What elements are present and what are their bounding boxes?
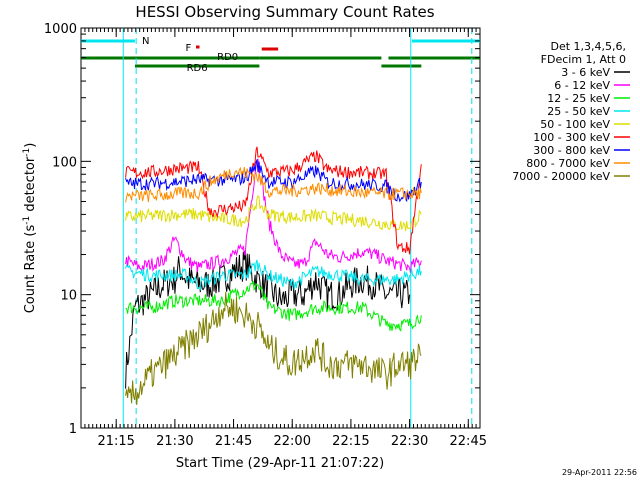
series-line: [125, 259, 422, 292]
plot-timestamp: 29-Apr-2011 22:56: [562, 468, 637, 477]
series-lines: [125, 146, 422, 405]
x-tick-label: 21:45: [215, 434, 252, 449]
y-tick-label: 1: [69, 422, 77, 437]
legend-header: Det 1,3,4,5,6,: [550, 40, 626, 53]
x-tick-label: 22:15: [332, 434, 369, 449]
legend-entry-label: 6 - 12 keV: [554, 79, 610, 92]
y-tick-label: 1000: [44, 22, 77, 37]
series-line: [125, 194, 422, 232]
y-axis-label: Count Rate (s-1 detector-1): [22, 143, 38, 314]
y-axis-label-end: ): [23, 143, 38, 148]
y-axis-label-sup1: -1: [22, 216, 32, 225]
x-tick-label: 22:30: [391, 434, 428, 449]
x-tick-label: 22:00: [274, 434, 311, 449]
legend-entry-label: 300 - 800 keV: [533, 144, 610, 157]
flag-label-rd0: RD0: [217, 52, 238, 63]
legend-entry-label: 7000 - 20000 keV: [512, 170, 610, 183]
x-tick-label: 21:15: [97, 434, 134, 449]
x-tick-label: 21:30: [156, 434, 193, 449]
y-axis-label-mid: detector: [23, 156, 38, 216]
series-line: [125, 166, 422, 203]
legend-header: FDecim 1, Att 0: [541, 53, 626, 66]
series-line: [125, 158, 422, 203]
y-tick-label: 10: [60, 289, 77, 304]
flag-label-f: F: [185, 43, 191, 54]
flag-label-n: N: [142, 36, 149, 47]
legend-entry-label: 800 - 7000 keV: [526, 157, 610, 170]
legend: Det 1,3,4,5,6,FDecim 1, Att 03 - 6 keV6 …: [512, 40, 630, 183]
chart-title: HESSI Observing Summary Count Rates: [135, 3, 434, 21]
y-axis-label-main: Count Rate (s: [23, 225, 38, 314]
y-axis-label-sup2: -1: [22, 148, 32, 157]
legend-entry-label: 50 - 100 keV: [540, 118, 610, 131]
axes: 21:15 21:30 21:45 22:00 22:15 22:30 22:45 1 10 10…: [44, 22, 487, 449]
flag-label-rd6: RD6: [187, 63, 208, 74]
legend-entry-label: 3 - 6 keV: [561, 66, 610, 79]
y-tick-label: 100: [52, 155, 77, 170]
flag-bars: N F RD0 RD6: [81, 36, 480, 74]
series-line: [125, 291, 422, 405]
legend-entry-label: 12 - 25 keV: [547, 92, 610, 105]
legend-entry-label: 100 - 300 keV: [533, 131, 610, 144]
series-line: [125, 280, 422, 332]
series-line: [125, 158, 422, 274]
x-axis-label: Start Time (29-Apr-11 21:07:22): [176, 456, 384, 471]
x-tick-label: 22:45: [450, 434, 487, 449]
legend-entry-label: 25 - 50 keV: [547, 105, 610, 118]
